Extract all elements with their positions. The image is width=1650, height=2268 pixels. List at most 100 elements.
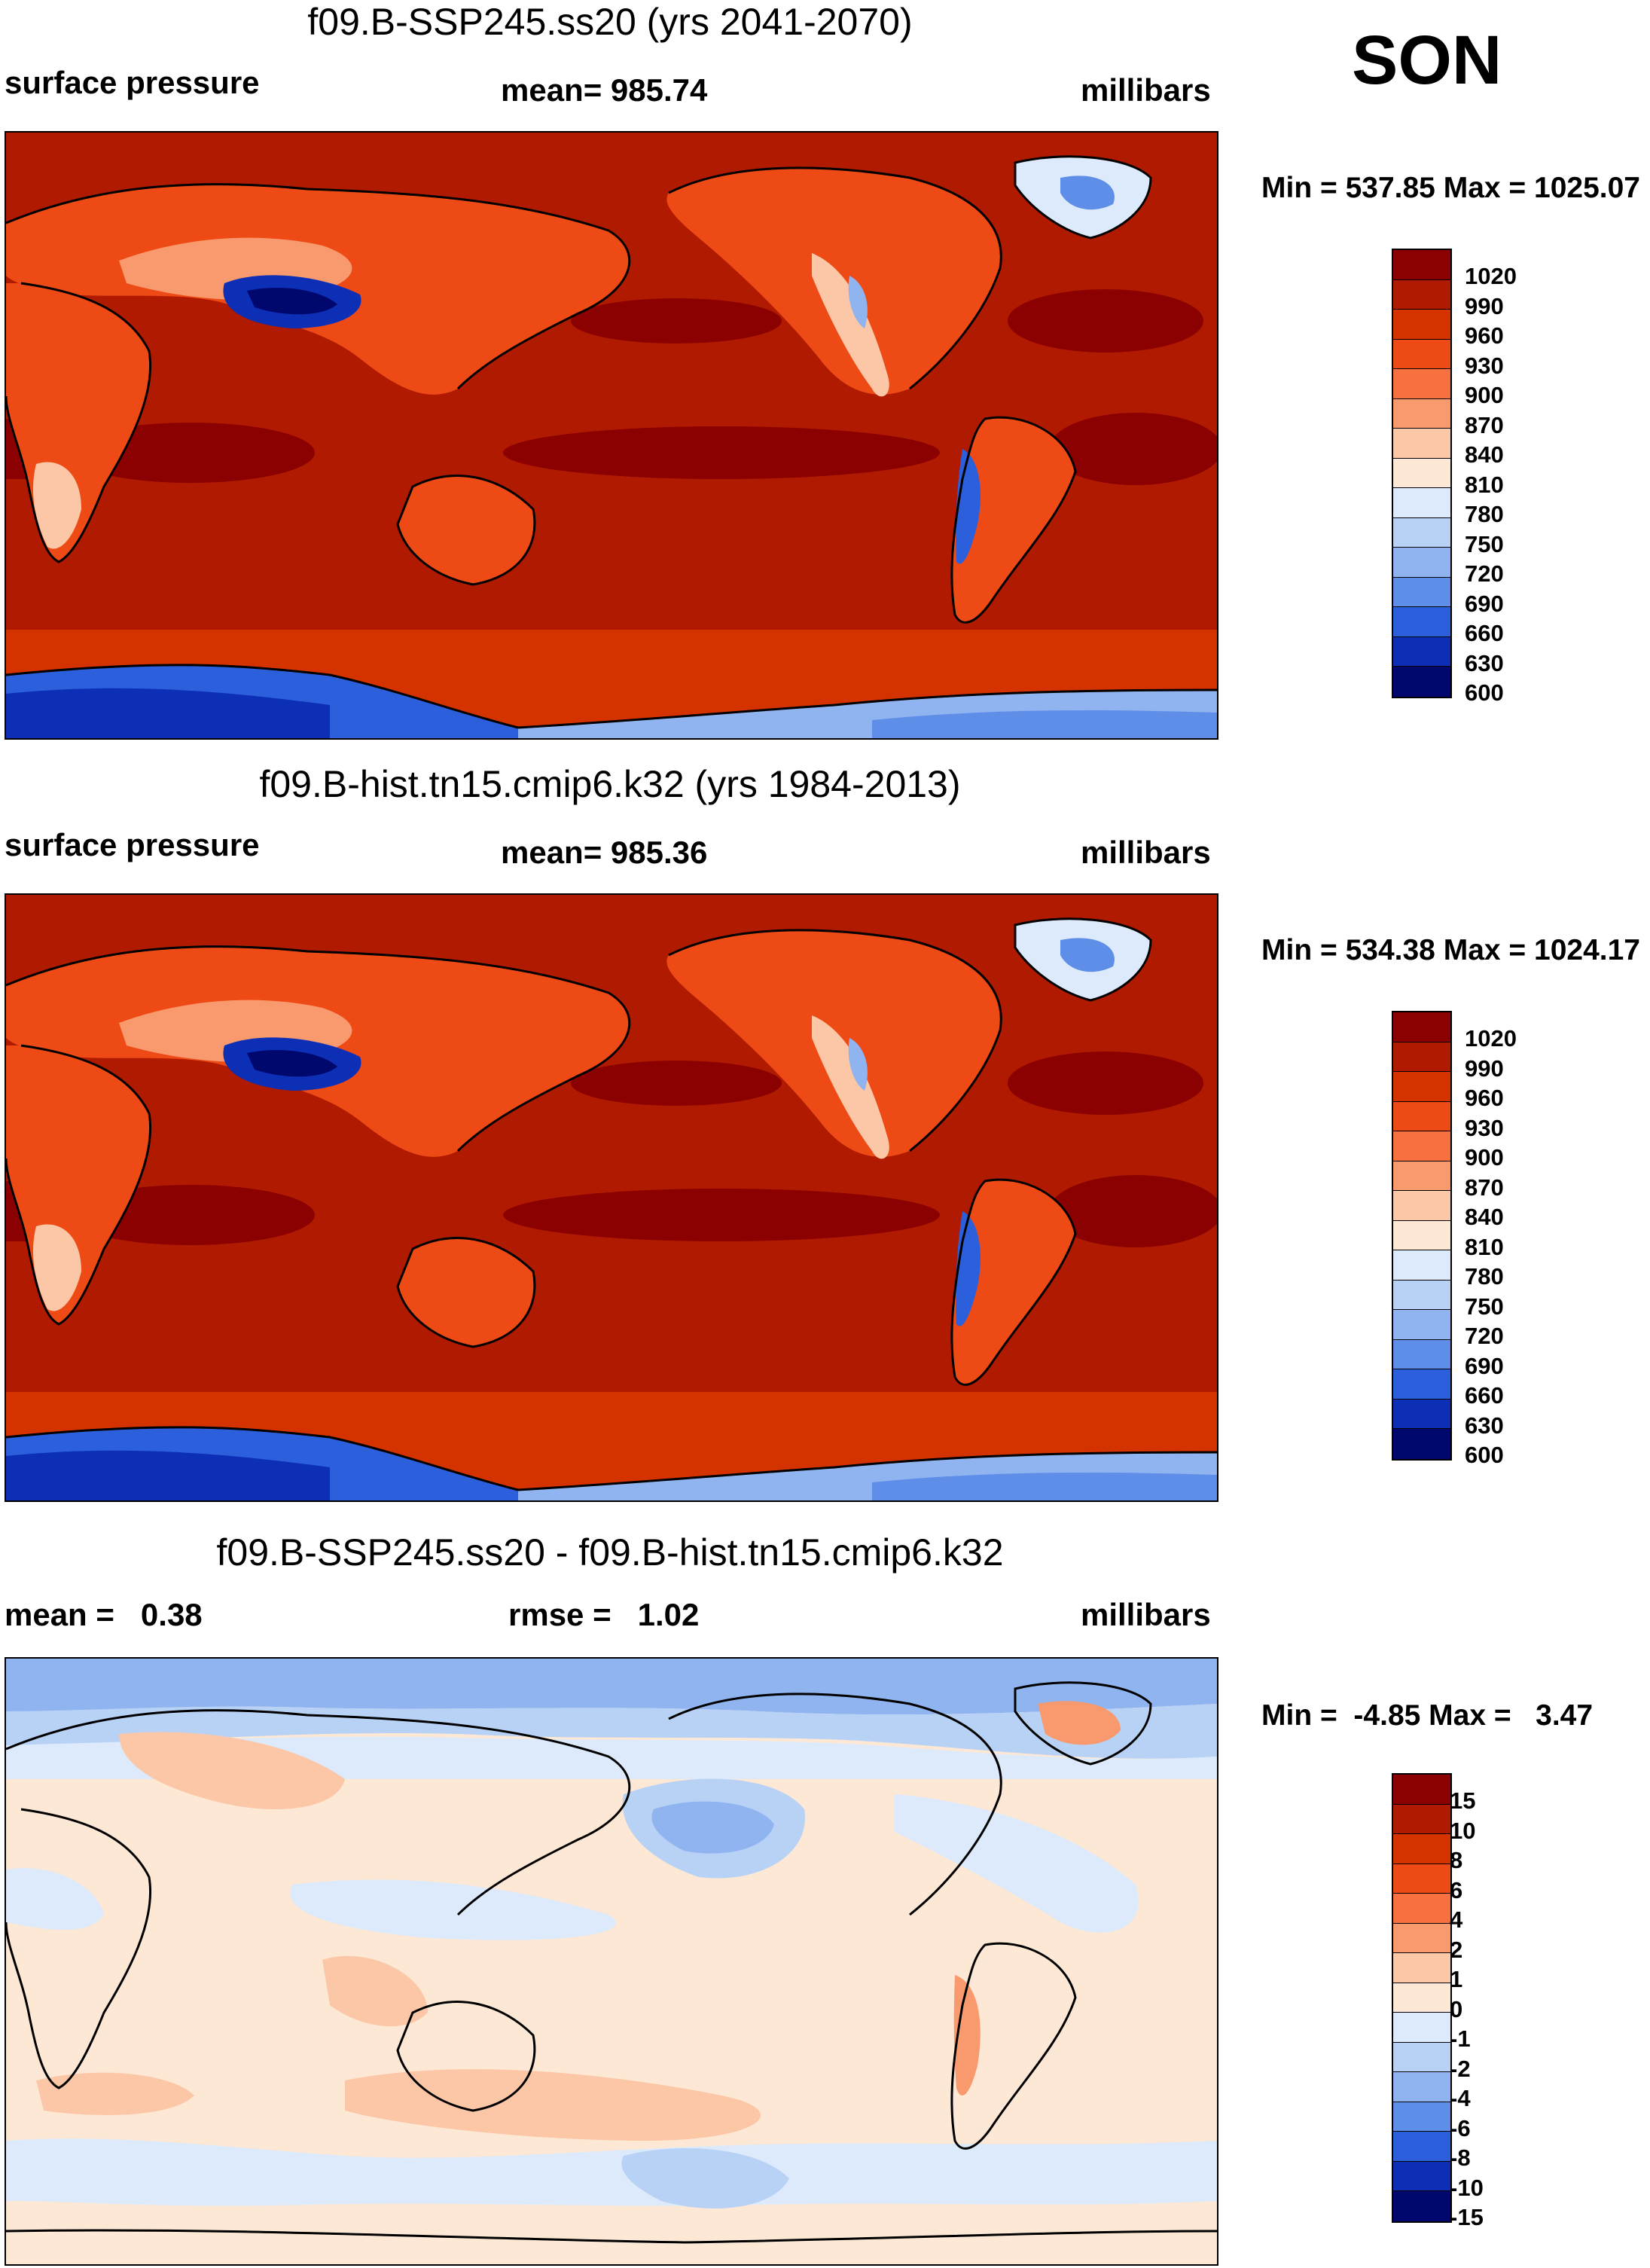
panel-1-colorbar-swatch: [1393, 279, 1450, 310]
panel-1-tick: 780: [1465, 501, 1504, 527]
panel-3-colorbar-swatch: [1393, 1953, 1450, 1983]
panel-3-colorbar-swatch: [1393, 1775, 1450, 1805]
panel-1-colorbar-swatch: [1393, 458, 1450, 488]
panel-1-colorbar-swatch: [1393, 250, 1450, 280]
panel-2-tick: 720: [1465, 1323, 1504, 1349]
panel-2-colorbar-swatch: [1393, 1042, 1450, 1072]
panel-1-colorbar-swatch: [1393, 310, 1450, 340]
panel-1-colorbar-swatch: [1393, 548, 1450, 578]
panel-2-colorbar-swatch: [1393, 1072, 1450, 1102]
panel-1-tick: 720: [1465, 560, 1504, 587]
panel-3-tick: -4: [1450, 2085, 1471, 2111]
panel-3-colorbar-swatch: [1393, 2161, 1450, 2191]
panel-1-tick: 630: [1465, 650, 1504, 676]
panel-2-colorbar-swatch: [1393, 1250, 1450, 1281]
panel-2-title: f09.B-hist.tn15.cmip6.k32 (yrs 1984-2013…: [259, 763, 961, 805]
panel-2-tick: 630: [1465, 1412, 1504, 1439]
panel-1-tick: 690: [1465, 591, 1504, 617]
panel-3-tick: -8: [1450, 2144, 1471, 2171]
panel-3-title: f09.B-SSP245.ss20 - f09.B-hist.tn15.cmip…: [216, 1531, 1004, 1574]
panel-3-tick: 8: [1450, 1847, 1463, 1873]
panel-2-tick: 930: [1465, 1115, 1504, 1141]
panel-1-tick: 960: [1465, 322, 1504, 349]
panel-1-colorbar-swatch: [1393, 636, 1450, 667]
panel-2-colorbar-swatch: [1393, 1012, 1450, 1042]
panel-1-map: [5, 131, 1218, 740]
panel-2-colorbar-swatch: [1393, 1220, 1450, 1250]
panel-3-tick: 1: [1450, 1966, 1463, 1992]
panel-1-colorbar-swatch: [1393, 398, 1450, 429]
panel-1-colorbar-swatch: [1393, 339, 1450, 369]
panel-3-tick: -15: [1450, 2204, 1484, 2230]
panel-3-colorbar-swatch: [1393, 1923, 1450, 1953]
panel-1-colorbar-swatch: [1393, 607, 1450, 637]
panel-1-colorbar-swatch: [1393, 667, 1450, 697]
panel-3-colorbar-swatch: [1393, 1864, 1450, 1894]
season-label: SON: [1352, 22, 1502, 99]
panel-2-tick: 840: [1465, 1204, 1504, 1230]
panel-3-colorbar-swatch: [1393, 2013, 1450, 2043]
panel-3-tick: -10: [1450, 2175, 1484, 2201]
panel-3-tick: 0: [1450, 1996, 1463, 2022]
panel-2-tick: 660: [1465, 1382, 1504, 1409]
panel-3-colorbar-swatch: [1393, 2102, 1450, 2132]
panel-3-colorbar-swatch: [1393, 1894, 1450, 1924]
panel-3-colorbar-swatch: [1393, 2191, 1450, 2221]
panel-3-tick: 15: [1450, 1787, 1476, 1814]
panel-1-map-field: [6, 133, 1217, 738]
panel-2-colorbar-swatch: [1393, 1310, 1450, 1340]
panel-2-variable-label: surface pressure: [5, 827, 260, 862]
panel-2-map-field: [6, 895, 1217, 1500]
panel-3-map: [5, 1657, 1218, 2266]
panel-3-tick: -2: [1450, 2056, 1471, 2082]
panel-1-tick: 900: [1465, 382, 1504, 408]
panel-2-tick: 750: [1465, 1293, 1504, 1320]
panel-1-colorbar-swatch: [1393, 517, 1450, 548]
panel-2-tick: 690: [1465, 1353, 1504, 1379]
panel-2-tick: 900: [1465, 1144, 1504, 1171]
panel-2-colorbar-swatch: [1393, 1369, 1450, 1400]
panel-1-tick: 810: [1465, 472, 1504, 498]
panel-1-colorbar-swatch: [1393, 429, 1450, 459]
panel-3-tick: 4: [1450, 1906, 1463, 1933]
panel-3-minmax: Min = -4.85 Max = 3.47: [1261, 1699, 1594, 1732]
panel-3-colorbar-swatch: [1393, 2132, 1450, 2162]
panel-3-map-field: [6, 1659, 1217, 2264]
panel-3-mean-label: mean = 0.38: [5, 1597, 203, 1632]
panel-1-tick: 1020: [1465, 263, 1517, 289]
panel-2-colorbar-swatch: [1393, 1101, 1450, 1131]
panel-1-tick: 750: [1465, 531, 1504, 557]
panel-1-colorbar-swatch: [1393, 577, 1450, 607]
panel-1-units-label: millibars: [1081, 72, 1211, 108]
panel-1-colorbar: [1392, 249, 1452, 698]
panel-1-variable-label: surface pressure: [5, 65, 260, 100]
panel-1-colorbar-swatch: [1393, 369, 1450, 399]
panel-3-rmse-label: rmse = 1.02: [508, 1597, 700, 1632]
panel-2-colorbar-swatch: [1393, 1339, 1450, 1369]
panel-2-tick: 870: [1465, 1174, 1504, 1201]
panel-3-tick: -6: [1450, 2115, 1471, 2141]
panel-1-minmax: Min = 537.85 Max = 1025.07: [1261, 172, 1641, 204]
panel-2-map: [5, 893, 1218, 1502]
panel-1-tick: 930: [1465, 353, 1504, 379]
panel-3-tick: 2: [1450, 1937, 1463, 1963]
panel-2-colorbar: [1392, 1011, 1452, 1461]
panel-1-tick: 870: [1465, 412, 1504, 438]
panel-3-colorbar-swatch: [1393, 1834, 1450, 1864]
panel-2-colorbar-swatch: [1393, 1399, 1450, 1429]
panel-2-tick: 600: [1465, 1442, 1504, 1468]
panel-2-colorbar-swatch: [1393, 1161, 1450, 1191]
panel-2-units-label: millibars: [1081, 835, 1211, 870]
panel-1-tick: 660: [1465, 620, 1504, 646]
panel-1-tick: 840: [1465, 441, 1504, 468]
panel-3-colorbar-swatch: [1393, 1804, 1450, 1834]
panel-1-mean-label: mean= 985.74: [501, 72, 708, 108]
panel-3-tick: 10: [1450, 1818, 1476, 1844]
panel-2-tick: 1020: [1465, 1025, 1517, 1052]
panel-2-tick: 990: [1465, 1055, 1504, 1082]
panel-3-colorbar-swatch: [1393, 1983, 1450, 2013]
panel-1-colorbar-swatch: [1393, 488, 1450, 518]
panel-3-units-label: millibars: [1081, 1597, 1211, 1632]
panel-2-mean-label: mean= 985.36: [501, 835, 708, 870]
panel-1-tick: 600: [1465, 679, 1504, 706]
